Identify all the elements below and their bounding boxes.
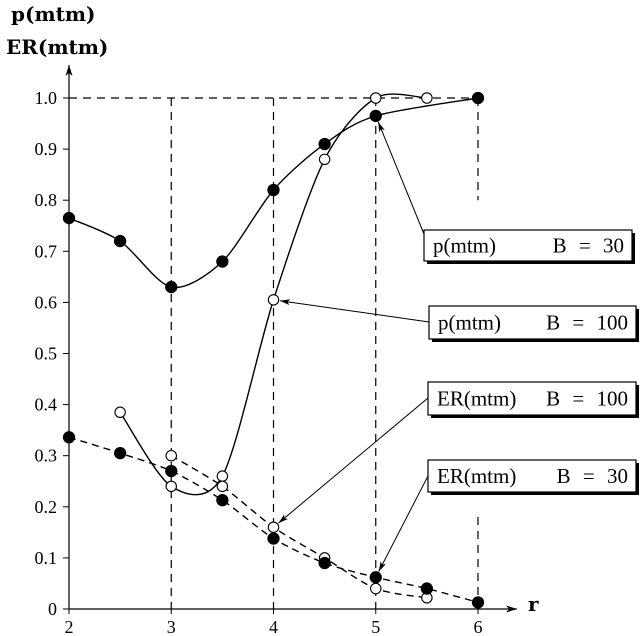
x-tick-label: 5 (371, 617, 380, 636)
data-point-er-mtm-b-30 (471, 596, 485, 609)
series-line-er-mtm-b-100 (170, 455, 428, 599)
data-point-er-mtm-b-30 (216, 494, 229, 507)
callout-arrow (278, 397, 429, 524)
data-point-p-mtm-b-100 (267, 294, 280, 306)
data-points (62, 91, 485, 609)
data-point-er-mtm-b-100 (216, 480, 229, 493)
x-tick-label: 6 (474, 617, 483, 636)
y-tick-label: 0.6 (35, 292, 58, 312)
y-tick-label: 0.2 (35, 497, 58, 517)
data-point-er-mtm-b-30 (165, 464, 178, 478)
data-point-p-mtm-b-100 (165, 480, 178, 493)
y-tick-label: 0.5 (35, 344, 58, 364)
x-tick-label: 4 (269, 617, 278, 636)
callout-label-param: B = 30 (553, 234, 624, 258)
data-point-p-mtm-b-30 (216, 255, 229, 268)
data-point-p-mtm-b-100 (216, 470, 229, 482)
callout-p-mtm-b-100: p(mtm) B = 100 (279, 299, 639, 342)
callout-box (423, 229, 633, 262)
data-point-p-mtm-b-100 (318, 153, 331, 166)
callout-box (428, 305, 637, 340)
y-tick-label: 0.8 (35, 190, 58, 210)
y-axis-title-p: p(mtm) (11, 2, 95, 26)
data-point-er-mtm-b-30 (113, 446, 127, 460)
callout-arrow (378, 475, 429, 572)
y-tick-label: 0.4 (35, 395, 58, 415)
y-tick-label: 0.3 (35, 446, 58, 466)
axes: 0 0.1 0.2 0.3 0.4 0.5 0.6 0.7 0.8 0.9 1.0 2 3 4 5 6 (35, 65, 517, 636)
data-point-p-mtm-b-100 (421, 92, 433, 104)
data-point-er-mtm-b-30 (420, 582, 434, 595)
data-point-p-mtm-b-30 (267, 183, 280, 197)
x-tick-label: 2 (65, 617, 74, 636)
callout-er-mtm-b-100: ER(mtm) B = 100 (278, 381, 639, 524)
x-axis-title: r (528, 592, 539, 616)
callout-er-mtm-b-30: ER(mtm) B = 30 (378, 459, 639, 572)
callout-p-mtm-b-30: p(mtm) B = 30 (377, 121, 635, 264)
data-point-p-mtm-b-100 (114, 406, 126, 419)
callout-box (427, 381, 637, 416)
data-point-p-mtm-b-30 (471, 91, 485, 105)
y-axis-title-er: ER(mtm) (6, 35, 108, 59)
callout-label-param: B = 30 (557, 464, 628, 488)
y-tick-label: 1.0 (35, 88, 58, 108)
data-point-er-mtm-b-30 (62, 431, 76, 444)
callout-label-param: B = 100 (546, 311, 628, 335)
data-point-p-mtm-b-30 (165, 280, 178, 294)
data-point-er-mtm-b-30 (318, 556, 331, 570)
data-point-p-mtm-b-100 (369, 92, 382, 104)
data-point-er-mtm-b-100 (369, 582, 382, 595)
y-tick-label: 0 (48, 599, 57, 619)
data-point-er-mtm-b-100 (267, 521, 280, 533)
y-tick-label: 0.7 (35, 241, 58, 261)
data-point-p-mtm-b-30 (62, 211, 76, 225)
data-point-er-mtm-b-100 (165, 449, 178, 462)
data-point-p-mtm-b-30 (113, 234, 127, 248)
data-point-er-mtm-b-30 (369, 571, 382, 584)
callout-label-quantity: p(mtm) (433, 234, 496, 258)
callout-label-param: B = 100 (546, 387, 628, 411)
data-point-p-mtm-b-30 (318, 137, 331, 151)
x-tick-label: 3 (167, 617, 176, 636)
y-tick-label: 0.1 (35, 548, 58, 568)
y-tick-label: 0.9 (35, 139, 58, 159)
callout-arrow (279, 299, 430, 323)
callout-box (427, 459, 637, 493)
callout-label-quantity: ER(mtm) (437, 387, 516, 411)
callout-label-quantity: p(mtm) (438, 311, 501, 335)
callout-label-quantity: ER(mtm) (437, 464, 516, 488)
callout-arrow (377, 121, 425, 235)
data-point-p-mtm-b-30 (369, 109, 382, 123)
data-point-er-mtm-b-30 (267, 532, 280, 545)
